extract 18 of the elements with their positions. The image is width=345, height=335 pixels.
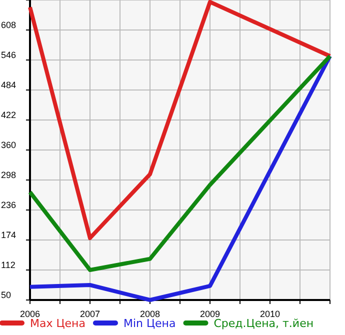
y-tick-label: 174 <box>1 230 16 240</box>
y-tick-label: 236 <box>1 200 16 210</box>
y-tick-label: 298 <box>1 170 16 180</box>
y-tick-label: 360 <box>1 140 16 150</box>
x-tick-label: 2006 <box>20 308 40 319</box>
y-tick-label: 112 <box>1 260 16 270</box>
y-tick-label: 50 <box>1 290 12 300</box>
legend-label: Max Цена <box>30 317 86 330</box>
x-tick-label: 2007 <box>80 308 100 319</box>
y-tick-label: 608 <box>1 20 16 30</box>
y-tick-label: 422 <box>1 110 16 120</box>
x-tick-label: 2010 <box>260 308 280 319</box>
y-tick-label: 484 <box>1 80 16 90</box>
y-tick-label: 546 <box>1 50 16 60</box>
x-tick-label: 2008 <box>140 308 160 319</box>
legend-label: Min Цена <box>123 317 176 330</box>
legend-label: Сред.Цена, т.йен <box>214 317 314 330</box>
x-tick-label: 2009 <box>200 308 220 319</box>
